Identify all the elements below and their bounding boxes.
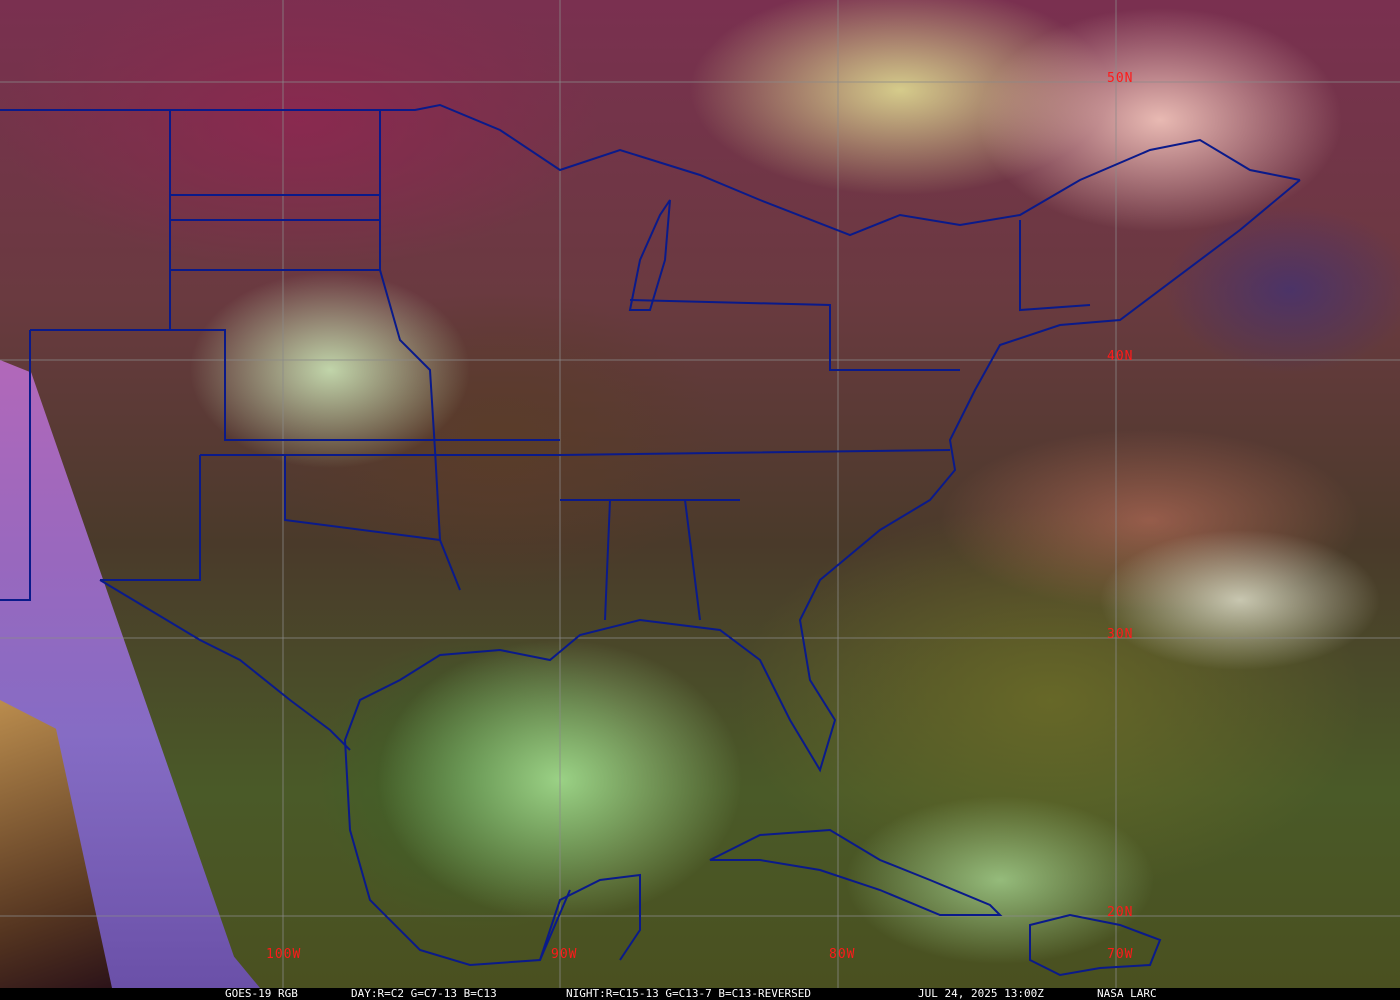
lat-label-40n: 40N <box>1107 349 1134 364</box>
lake-michigan <box>628 199 671 311</box>
political-borders <box>0 103 1301 977</box>
lon-label-100w: 100W <box>266 947 302 962</box>
image-caption: GOES-19 RGB DAY:R=C2 G=C7-13 B=C13 NIGHT… <box>0 988 1400 1000</box>
lat-label-30n: 30N <box>1107 627 1134 642</box>
lat-label-50n: 50N <box>1107 71 1134 86</box>
caption-satellite: GOES-19 RGB <box>225 987 298 1000</box>
lat-label-20n: 20N <box>1107 905 1134 920</box>
lon-label-90w: 90W <box>551 947 578 962</box>
hispaniola-coastline <box>1029 913 1162 977</box>
caption-day-recipe: DAY:R=C2 G=C7-13 B=C13 <box>351 987 497 1000</box>
cuba-coastline <box>709 828 1003 916</box>
yucatan-coastline <box>539 873 641 961</box>
state-lines <box>0 110 1091 621</box>
caption-night-recipe: NIGHT:R=C15-13 G=C13-7 B=C13-REVERSED <box>566 987 812 1000</box>
lon-label-70w: 70W <box>1107 947 1134 962</box>
us-canada-border <box>0 103 1301 237</box>
caption-timestamp: JUL 24, 2025 13:00Z <box>918 987 1044 1000</box>
lon-label-80w: 80W <box>829 947 856 962</box>
east-coast <box>343 179 1301 967</box>
caption-credit: NASA LARC <box>1097 987 1157 1000</box>
mexico-border <box>99 579 351 751</box>
